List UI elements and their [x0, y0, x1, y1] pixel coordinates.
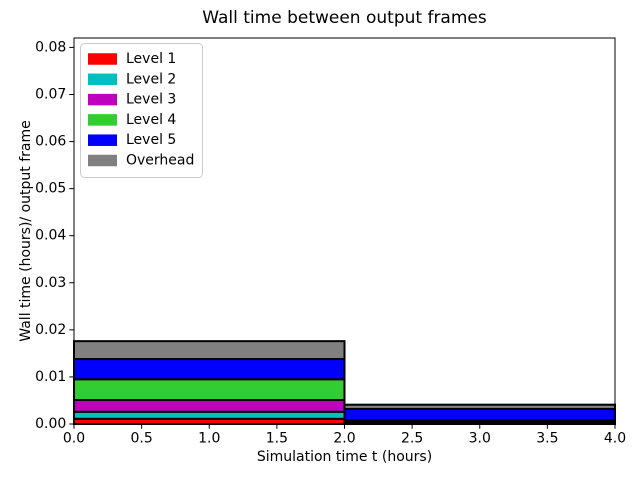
bar-segment-level-5-bin0	[73, 358, 346, 381]
y-tick-label: 0.07	[35, 86, 66, 102]
legend-label: Overhead	[126, 153, 194, 169]
x-tick-label: 0.5	[130, 430, 152, 446]
chart-title: Wall time between output frames	[202, 8, 487, 28]
x-tick-label: 1.0	[198, 430, 220, 446]
legend-label: Level 1	[126, 51, 176, 67]
y-tick-label: 0.01	[35, 369, 66, 385]
y-tick-label: 0.00	[35, 416, 66, 432]
legend-swatch-overhead	[88, 154, 117, 167]
legend-swatch-level-4	[88, 114, 117, 126]
y-tick-label: 0.03	[35, 275, 66, 291]
legend-label: Level 4	[126, 112, 176, 128]
x-tick-label: 2.5	[401, 430, 423, 446]
bar-segment-overhead-bin0	[73, 340, 346, 361]
legend-label: Level 5	[126, 132, 176, 148]
bar-segment-level-4-bin0	[73, 378, 346, 401]
x-tick-label: 3.5	[536, 430, 558, 446]
legend-label: Level 2	[126, 71, 176, 87]
y-tick-label: 0.06	[35, 134, 66, 150]
legend-swatch-level-5	[88, 134, 117, 146]
y-tick-label: 0.04	[35, 228, 66, 244]
bar-segment-overhead-bin1	[343, 403, 616, 410]
y-tick-label: 0.02	[35, 322, 66, 338]
x-tick-label: 2.0	[333, 430, 355, 446]
legend-swatch-level-3	[88, 93, 117, 106]
legend-swatch-level-2	[88, 73, 117, 86]
legend-label: Level 3	[126, 92, 176, 108]
bar-segment-level-5-bin1	[343, 407, 616, 422]
bar-segment-level-2-bin0	[73, 410, 346, 420]
x-axis-label: Simulation time t (hours)	[256, 449, 433, 465]
x-tick-label: 0.0	[63, 430, 85, 446]
x-tick-label: 1.5	[266, 430, 288, 446]
bar-segment-level-3-bin0	[73, 398, 346, 413]
x-tick-label: 3.0	[469, 430, 491, 446]
legend-swatch-level-1	[88, 53, 117, 65]
x-tick-label: 4.0	[604, 430, 626, 446]
y-axis-label: Wall time (hours)/ output frame	[18, 120, 34, 342]
y-tick-label: 0.08	[35, 39, 66, 55]
y-tick-label: 0.05	[35, 181, 66, 197]
